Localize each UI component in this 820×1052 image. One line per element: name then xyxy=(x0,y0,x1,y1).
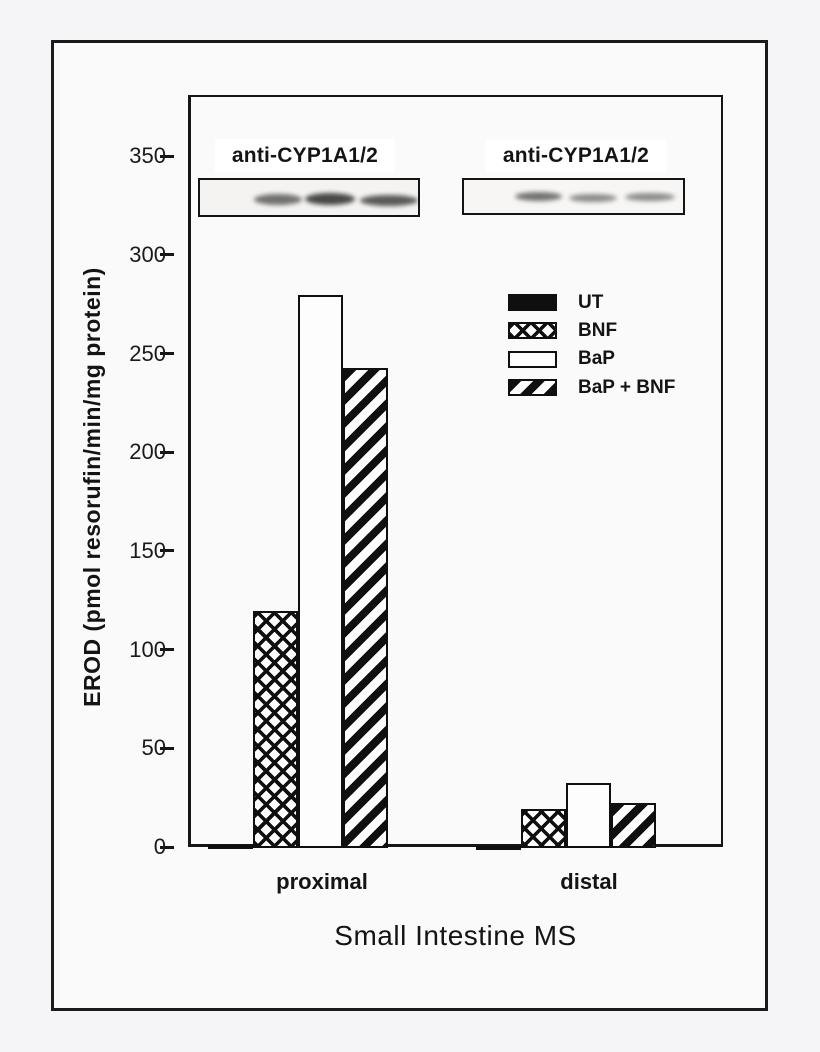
western-blot-right xyxy=(462,178,685,215)
y-tick xyxy=(160,253,174,257)
y-tick-label: 200 xyxy=(129,439,166,465)
legend-swatch-open xyxy=(508,350,557,368)
y-tick-label: 50 xyxy=(141,735,166,761)
legend-label: UT xyxy=(578,291,604,313)
blot-band xyxy=(360,195,418,206)
plot-area xyxy=(188,95,723,847)
bar-distal-BNF xyxy=(521,808,566,848)
blot-band xyxy=(625,193,675,201)
category-label-distal: distal xyxy=(560,869,618,894)
x-axis-title: Small Intestine MS xyxy=(334,920,577,951)
y-axis-title: EROD (pmol resorufin/min/mg protein) xyxy=(79,267,105,707)
blot-label-right: anti-CYP1A1/2 xyxy=(485,140,667,172)
legend-item-BaP+BNF: BaP + BNF xyxy=(508,376,676,398)
y-tick-label: 150 xyxy=(129,537,166,563)
y-tick-label: 350 xyxy=(129,143,166,169)
blot-band xyxy=(569,194,617,202)
y-tick xyxy=(160,154,174,158)
blot-label-left: anti-CYP1A1/2 xyxy=(215,139,395,172)
y-tick-label: 250 xyxy=(129,340,166,366)
legend-swatch-diagonal xyxy=(508,379,557,397)
y-tick xyxy=(160,648,174,652)
blot-band xyxy=(254,194,302,205)
bar-proximal-BNF xyxy=(253,611,298,848)
bar-distal-BaP xyxy=(566,782,611,848)
bar-proximal-BaP xyxy=(298,295,343,848)
y-tick-label: 0 xyxy=(153,834,166,859)
legend-swatch-crosshatch xyxy=(508,322,557,340)
blot-band xyxy=(305,193,355,205)
y-tick-label: 300 xyxy=(129,241,166,267)
bar-distal-BaP+BNF xyxy=(611,802,656,848)
legend-swatch-solid xyxy=(508,294,557,311)
bar-distal-UT xyxy=(476,846,521,850)
western-blot-left xyxy=(198,178,420,217)
y-tick-label: 100 xyxy=(129,636,166,662)
legend-item-UT: UT xyxy=(508,291,675,313)
legend-item-BNF: BNF xyxy=(508,319,675,341)
y-tick xyxy=(160,352,174,356)
y-tick xyxy=(160,450,174,454)
category-label-proximal: proximal xyxy=(276,869,368,894)
bar-proximal-UT xyxy=(208,845,253,850)
y-tick xyxy=(160,549,174,553)
blot-band xyxy=(515,192,562,201)
y-tick xyxy=(160,845,174,849)
legend-label: BNF xyxy=(578,319,618,341)
legend-label: BaP xyxy=(578,348,615,370)
legend-item-BaP: BaP xyxy=(508,348,675,370)
bar-proximal-BaP+BNF xyxy=(343,368,388,848)
y-tick xyxy=(160,746,174,750)
chart-legend: UT BNF BaP BaP + BNF xyxy=(508,291,676,408)
legend-label: BaP + BNF xyxy=(578,376,676,398)
